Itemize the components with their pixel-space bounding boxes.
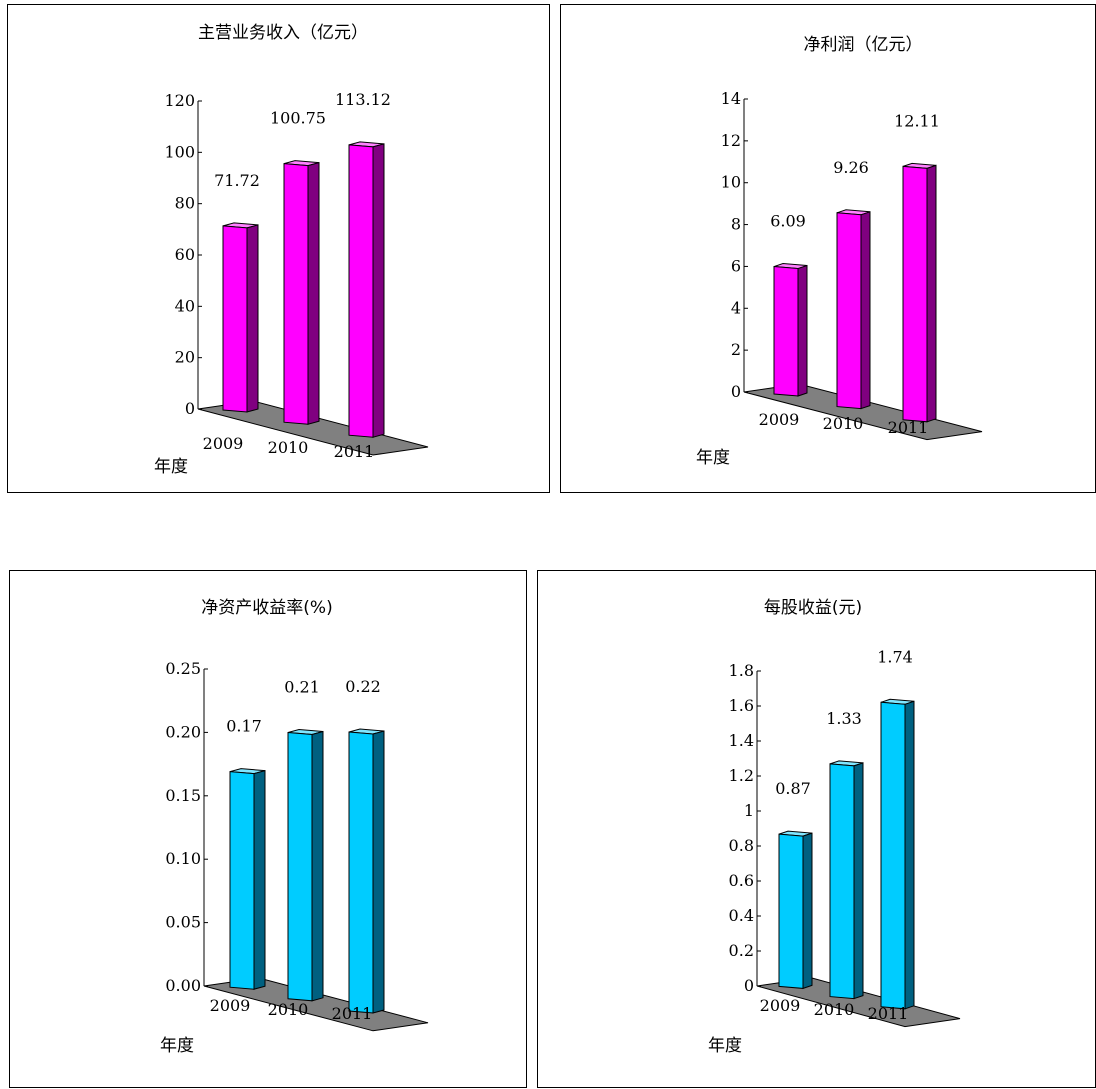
bar-side <box>802 832 813 990</box>
y-tick-label: 80 <box>175 194 195 213</box>
chart-title: 每股收益(元) <box>764 598 862 618</box>
bar-side <box>246 224 259 413</box>
bar-side <box>372 143 385 438</box>
chart-panel-net-profit: 净利润（亿元） 0 2 4 6 8 10 12 14 6.09 9.26 12.11 2009 2010 2… <box>560 4 1096 493</box>
chart-panel-roe: 净资产收益率(%) 0.00 0.05 0.10 0.15 0.20 0.25 0.17 0.2… <box>9 570 527 1088</box>
chart-title: 净资产收益率(%) <box>201 598 332 618</box>
y-tick-label: 0.20 <box>165 722 201 741</box>
y-tick-label: 60 <box>175 245 195 264</box>
x-tick-label: 2011 <box>334 442 375 461</box>
bar-side <box>860 211 871 410</box>
data-label: 100.75 <box>270 109 326 128</box>
revenue-chart: 主营业务收入（亿元） 0 20 40 60 80 100 120 71.72 100.75 113.… <box>154 23 429 477</box>
chart-title: 主营业务收入（亿元） <box>198 23 368 43</box>
y-tick-label: 0.6 <box>729 871 754 890</box>
y-tick-label: 0 <box>185 399 195 418</box>
y-tick-label: 40 <box>175 296 195 315</box>
data-label: 1.33 <box>826 709 862 728</box>
x-axis-label: 年度 <box>708 1036 742 1056</box>
bar <box>836 212 862 410</box>
y-tick-label: 1.8 <box>729 661 754 680</box>
data-label: 0.22 <box>345 677 381 696</box>
x-tick-label: 2011 <box>332 1004 373 1023</box>
chart-panel-eps: 每股收益(元) 0 0.2 0.4 0.6 0.8 1 1.2 1.4 1.6 1.8 0.87 1.3… <box>537 570 1096 1088</box>
y-tick-label: 1.4 <box>729 731 754 750</box>
x-tick-label: 2010 <box>268 1000 309 1019</box>
y-tick-label: 4 <box>731 298 741 317</box>
bar <box>229 771 255 990</box>
bar-side <box>926 164 937 423</box>
y-tick-label: 0.15 <box>165 786 201 805</box>
bar <box>348 731 374 1014</box>
y-tick-label: 1.6 <box>729 696 754 715</box>
data-label: 12.11 <box>894 111 940 130</box>
data-label: 0.87 <box>775 779 811 798</box>
chart-panel-revenue: 主营业务收入（亿元） 0 20 40 60 80 100 120 71.72 100.75 113.… <box>7 4 550 493</box>
data-label: 71.72 <box>214 171 260 190</box>
x-tick-label: 2009 <box>203 434 244 453</box>
data-label: 6.09 <box>770 212 806 231</box>
net-profit-chart: 净利润（亿元） 0 2 4 6 8 10 12 14 6.09 9.26 12.11 2009 2010 2… <box>696 35 983 468</box>
y-tick-label: 0.8 <box>729 836 754 855</box>
y-tick-label: 14 <box>721 89 741 108</box>
y-tick-label: 2 <box>731 340 741 359</box>
bar-side <box>797 264 808 397</box>
bar <box>283 163 309 425</box>
roe-chart: 净资产收益率(%) 0.00 0.05 0.10 0.15 0.20 0.25 0.17 0.2… <box>160 598 429 1056</box>
y-tick-label: 0.10 <box>165 849 201 868</box>
x-tick-label: 2010 <box>814 1000 855 1019</box>
y-tick-label: 1.2 <box>729 766 754 785</box>
y-tick-label: 100 <box>164 142 195 161</box>
y-tick-label: 1 <box>744 801 754 820</box>
x-tick-label: 2011 <box>868 1004 909 1023</box>
bar <box>348 144 374 438</box>
x-tick-label: 2011 <box>888 418 929 437</box>
bar-side <box>311 730 324 1002</box>
x-axis-label: 年度 <box>160 1036 194 1056</box>
bar <box>778 833 804 989</box>
y-tick-label: 0.00 <box>165 976 201 995</box>
bar <box>880 701 906 1010</box>
x-tick-label: 2009 <box>760 996 801 1015</box>
y-tick-label: 0.05 <box>165 913 201 932</box>
bar <box>829 763 855 1000</box>
bar <box>222 225 248 413</box>
y-tick-label: 120 <box>164 91 195 110</box>
bar-side <box>372 730 385 1014</box>
y-tick-label: 0.2 <box>729 941 754 960</box>
data-label: 1.74 <box>877 647 913 666</box>
bar-side <box>253 769 266 990</box>
x-tick-label: 2009 <box>210 996 251 1015</box>
data-label: 9.26 <box>833 158 869 177</box>
data-label: 0.21 <box>284 678 320 697</box>
data-label: 113.12 <box>335 90 391 109</box>
x-axis-label: 年度 <box>154 457 188 477</box>
y-tick-label: 0.4 <box>729 906 754 925</box>
bar-side <box>853 762 864 1000</box>
y-tick-label: 6 <box>731 256 741 275</box>
x-tick-label: 2010 <box>823 414 864 433</box>
x-axis-label: 年度 <box>696 448 730 468</box>
y-tick-label: 20 <box>175 348 195 367</box>
y-tick-label: 10 <box>721 173 741 192</box>
y-tick-label: 0 <box>744 976 754 995</box>
y-tick-label: 0 <box>731 382 741 401</box>
bar <box>287 731 313 1002</box>
x-tick-label: 2010 <box>268 438 309 457</box>
x-tick-label: 2009 <box>759 410 800 429</box>
bar-side <box>904 700 915 1010</box>
chart-title: 净利润（亿元） <box>804 35 923 55</box>
y-tick-label: 8 <box>731 215 741 234</box>
bar <box>773 266 799 397</box>
y-tick-label: 12 <box>721 131 741 150</box>
y-tick-label: 0.25 <box>165 659 201 678</box>
bar-side <box>307 161 320 425</box>
bar <box>902 165 928 423</box>
data-label: 0.17 <box>226 717 262 736</box>
eps-chart: 每股收益(元) 0 0.2 0.4 0.6 0.8 1 1.2 1.4 1.6 1.8 0.87 1.3… <box>708 598 961 1056</box>
